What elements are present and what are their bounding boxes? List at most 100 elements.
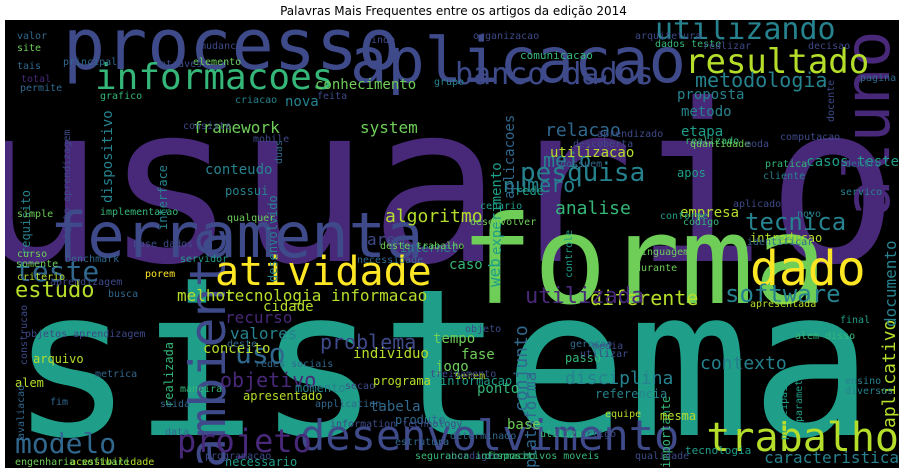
- word-objetivo: objetivo: [220, 368, 317, 392]
- word-meio: meio: [543, 148, 592, 172]
- word-deste-trabalho: deste trabalho: [380, 241, 465, 252]
- word-controle: controle: [564, 229, 575, 279]
- word-equipe: equipe: [605, 409, 642, 420]
- word-algoritmo: algoritmo: [385, 206, 483, 227]
- word-conhecimento: conhecimento: [315, 77, 417, 93]
- word-melhor: melhor: [177, 286, 235, 305]
- word-estrutura: estrutura: [395, 437, 450, 448]
- word-media: media: [593, 341, 624, 352]
- word-tecnologia: tecnologia: [685, 444, 752, 457]
- word-deste: deste: [227, 339, 258, 350]
- word-criacao: criacao: [235, 95, 278, 106]
- word-dado: dado: [750, 241, 866, 297]
- word-metodo: metodo: [681, 104, 732, 120]
- word-sistema: sistema: [10, 246, 874, 468]
- word-durante: durante: [635, 263, 678, 274]
- word-banco-dados: banco dados: [455, 57, 654, 92]
- word-pratica: pratica: [765, 159, 808, 170]
- chart-title: Palavras Mais Frequentes entre os artigo…: [280, 4, 627, 18]
- word-qualquer: qualquer: [227, 213, 276, 224]
- word-utilizacao: utilizacao: [550, 145, 635, 161]
- word-artigo: artigo: [580, 429, 617, 440]
- word-recurso: recurso: [225, 308, 293, 327]
- word-fase: fase: [461, 347, 495, 363]
- word-codigo: codigo: [683, 217, 720, 228]
- word-secao: secao: [345, 381, 376, 392]
- word-problema: problema: [320, 330, 417, 354]
- word-final: final: [840, 315, 871, 326]
- word-metodologia: metodologia: [695, 68, 828, 92]
- word-elemento: elemento: [193, 57, 242, 68]
- word-dados-teste: dados teste: [655, 39, 722, 50]
- word-caso: caso: [449, 257, 483, 273]
- word-novo: novo: [797, 209, 822, 220]
- word-empresa: empresa: [680, 205, 740, 221]
- word-implementacao: implementacao: [100, 207, 179, 218]
- word-desenvolvido: desenvolvido: [266, 194, 280, 282]
- word-permite: permite: [20, 83, 63, 94]
- word-mesma: mesma: [660, 409, 697, 423]
- word-system: system: [360, 118, 418, 137]
- word-valor: valor: [17, 31, 48, 42]
- word-descoberta: descoberta: [573, 139, 634, 150]
- word-aplicativo: aplicativo: [879, 319, 899, 429]
- word-data: data: [165, 427, 190, 438]
- word-etapa: etapa: [681, 124, 724, 140]
- word-cidade: cidade: [263, 299, 314, 315]
- word-servidor: servidor: [180, 254, 229, 265]
- word-acessibilidade: acessibilidade: [70, 457, 155, 468]
- word-teste: teste: [15, 255, 100, 288]
- word-tecnologia-informacao: tecnologia informacao: [225, 286, 428, 305]
- word-estudo: estudo: [15, 278, 95, 303]
- word-atividade: atividade: [215, 249, 432, 295]
- word-casos-teste: casos teste: [806, 154, 899, 170]
- word-realizar: realizar: [703, 41, 752, 52]
- word-grupo: grupo: [434, 77, 465, 88]
- word-necessidade: necessidade: [357, 255, 424, 266]
- word-abordagem: abordagem: [445, 451, 500, 462]
- word-momento: momento: [295, 381, 346, 395]
- word-diferente: diferente: [590, 286, 699, 310]
- word-framework: framework: [193, 118, 280, 137]
- word-objeto-aprendizagem: objeto aprendizagem: [62, 129, 73, 245]
- word-pesquisa: pesquisa: [520, 158, 646, 188]
- word-resultado: resultado: [685, 42, 870, 82]
- word-area: area: [367, 230, 406, 249]
- word-benchmark: benchmark: [65, 254, 120, 265]
- word-possui: possui: [225, 184, 269, 198]
- word-proposta: proposta: [677, 87, 745, 103]
- word-seguranca-informacao: seguranca informacao: [415, 451, 536, 462]
- word-realizada: realizada: [162, 341, 176, 408]
- word-aprendizado: aprendizado: [597, 129, 664, 140]
- word-site: site: [17, 43, 42, 54]
- word-cloud: usuario sistema forma processo aplicacao ferr…: [5, 20, 899, 468]
- word-pagina: pagina: [860, 73, 897, 84]
- word-serem: serem: [455, 371, 486, 382]
- word-linguagem: linguagem: [635, 247, 690, 258]
- word-internet: internet: [400, 241, 458, 255]
- word-caracteristica: caracteristica: [764, 448, 899, 467]
- word-produto: produto: [395, 413, 446, 427]
- word-possuem: possuem: [560, 159, 603, 170]
- word-objeto: objeto: [465, 324, 502, 335]
- word-arquitetura: arquitetura: [635, 31, 702, 42]
- word-atraves: atraves: [160, 59, 203, 70]
- word-construcao: construcao: [19, 304, 30, 366]
- word-requisito: requisito: [19, 189, 33, 256]
- word-desenvolver: desenvolver: [470, 217, 537, 228]
- word-utilizar: utilizar: [580, 349, 629, 360]
- word-moda: moda: [745, 139, 770, 150]
- word-dispositivo: dispositivo: [100, 109, 116, 203]
- word-utilizando: utilizando: [655, 20, 836, 47]
- word-interface: interface: [156, 164, 170, 231]
- word-conforme: conforme: [660, 211, 709, 222]
- word-diversos: diversos: [845, 386, 894, 397]
- word-mobile: mobile: [253, 134, 290, 145]
- word-redes-sociais: redes sociais: [255, 359, 334, 370]
- word-disciplina: disciplina: [565, 368, 674, 389]
- word-web: web: [485, 257, 504, 287]
- word-usuario: usuario: [5, 57, 899, 313]
- word-feita: feita: [317, 91, 348, 102]
- word-processo: processo: [63, 20, 401, 86]
- word-quantidade: quantidade: [690, 139, 751, 150]
